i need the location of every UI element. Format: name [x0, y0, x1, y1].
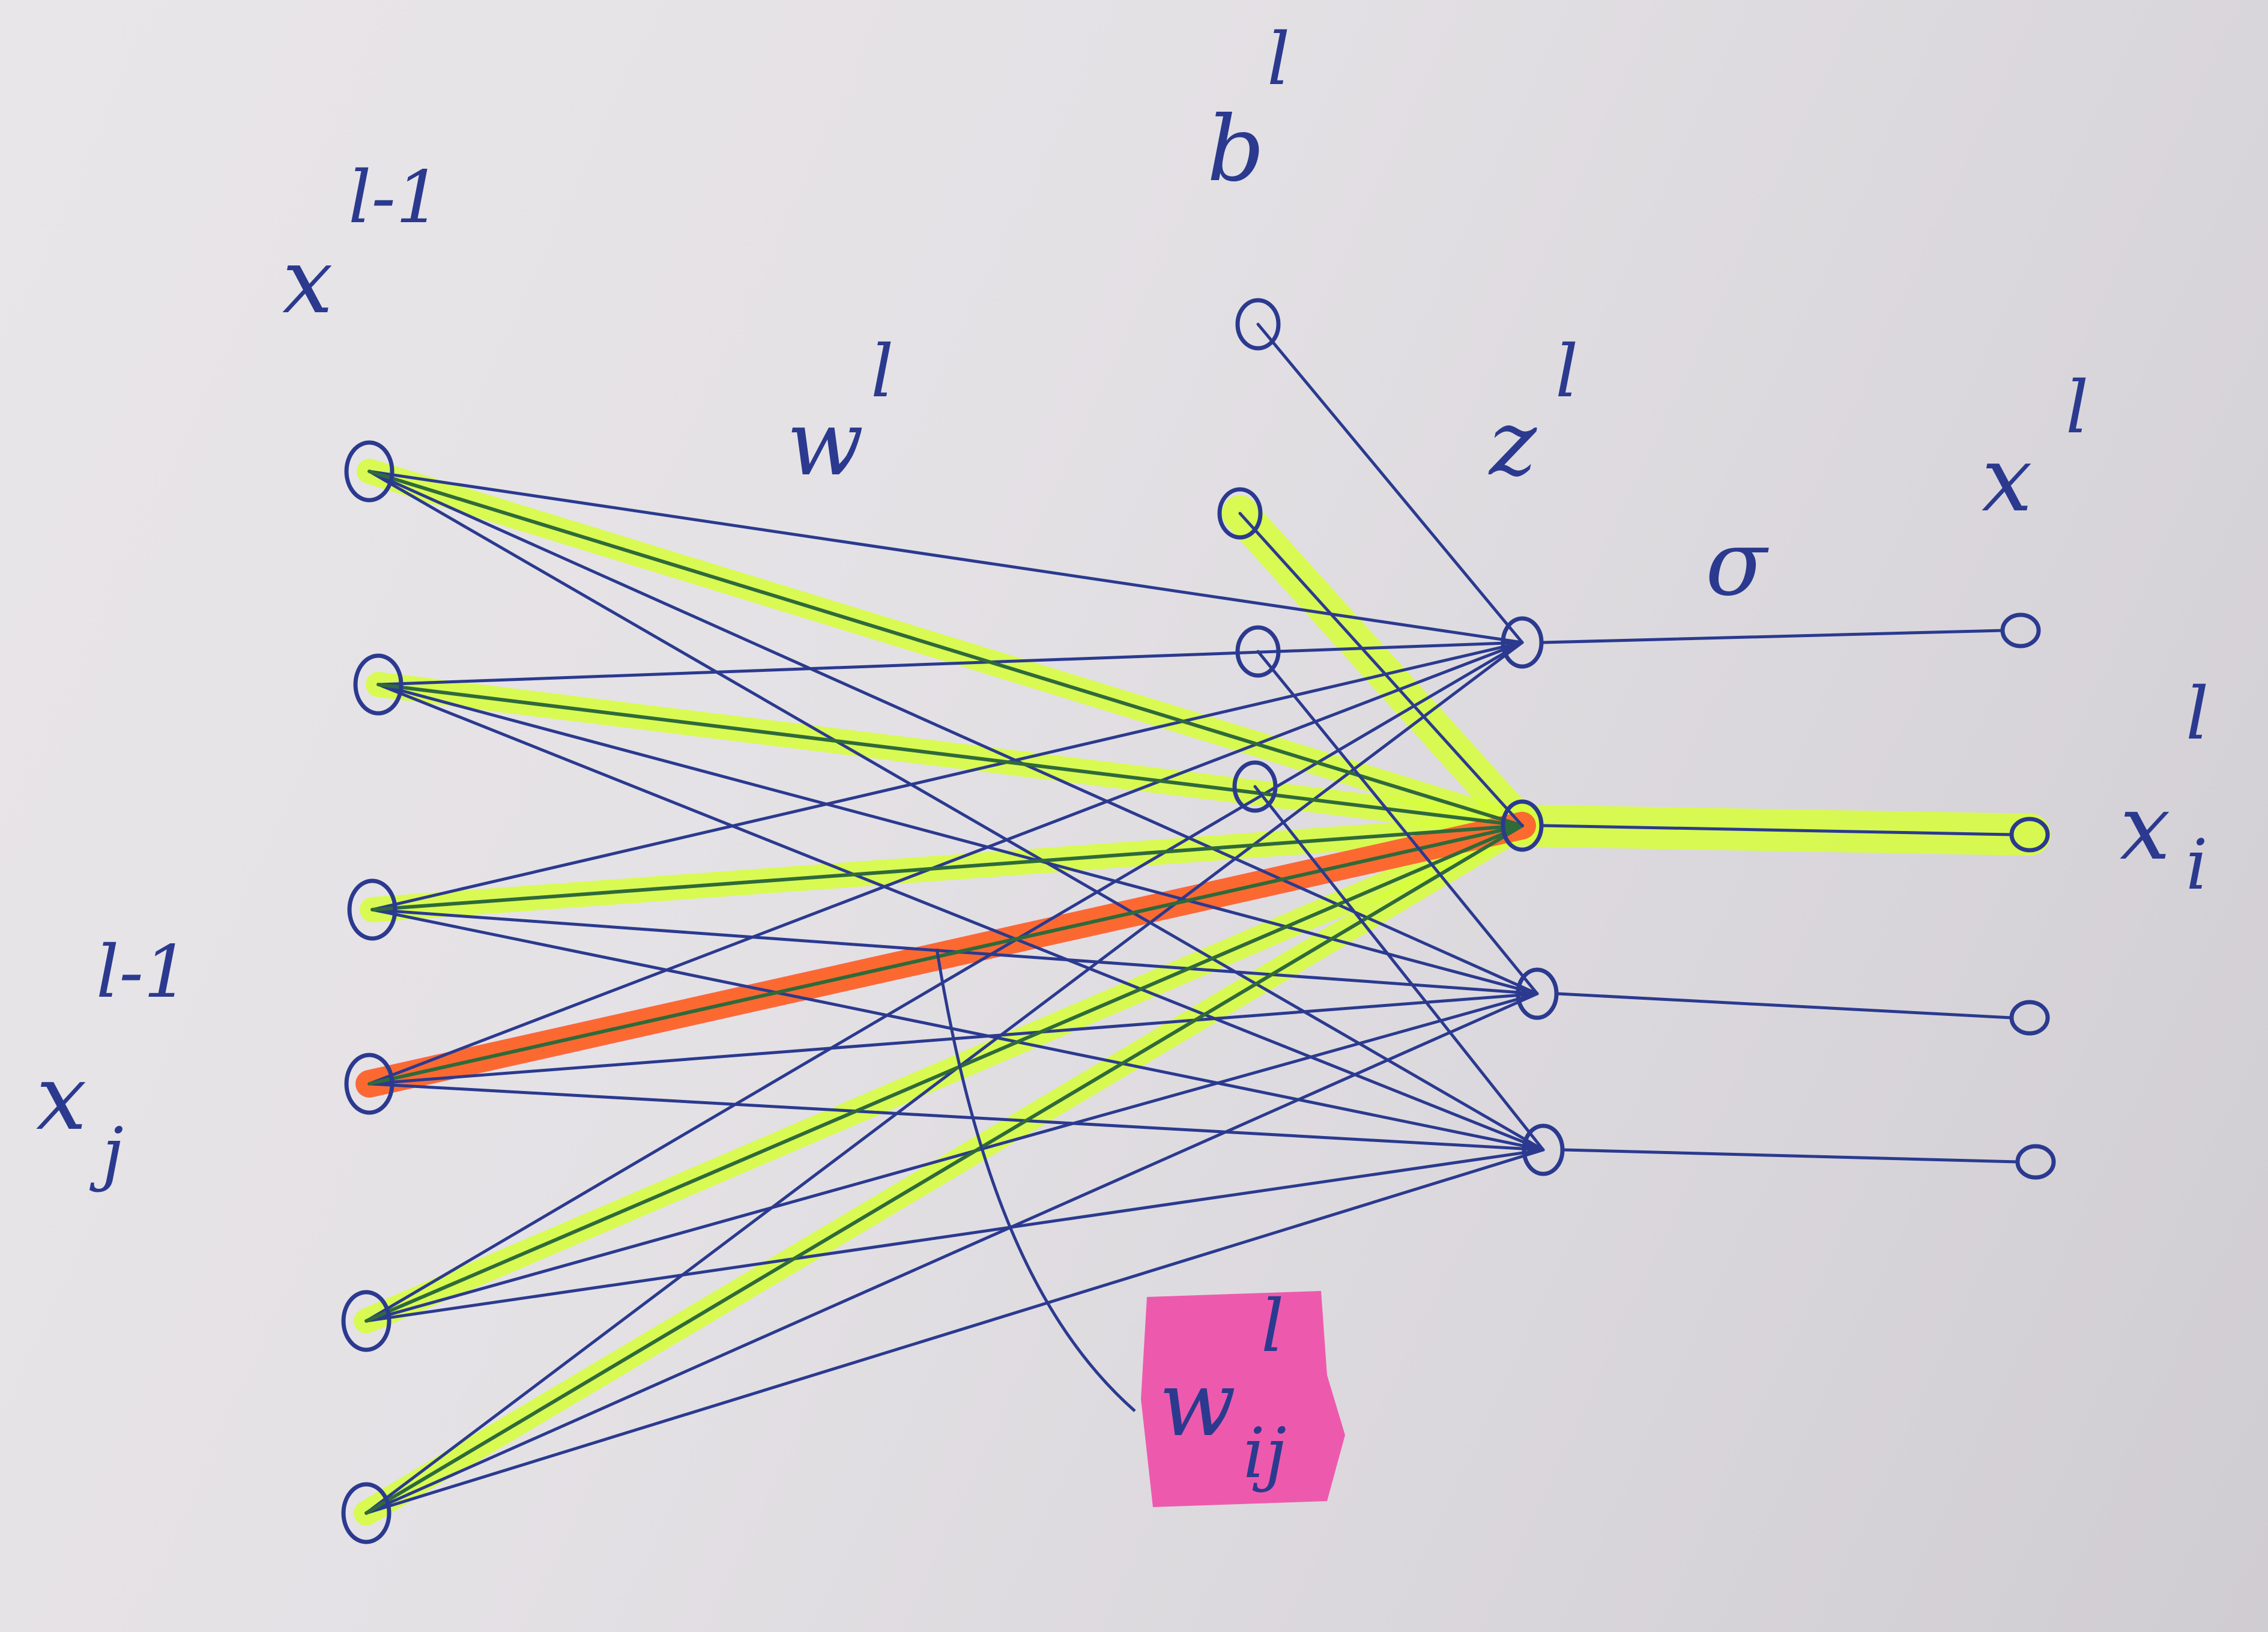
edge-b1-z1: [1256, 322, 1524, 644]
output-node-1: [2000, 612, 2041, 648]
edge-z4-out4: [1562, 1148, 2019, 1164]
label-w-ij: w: [1159, 1352, 1236, 1457]
label-x-j-sup: l-1: [96, 931, 189, 1014]
edge-z3-out3: [1556, 992, 2013, 1020]
input-node-5: [341, 1290, 392, 1352]
label-x-prev: x: [282, 229, 333, 334]
label-x-i-sup: l: [2186, 672, 2209, 756]
input-node-3: [347, 878, 398, 941]
input-node-4: [344, 1053, 395, 1115]
edge-x4-z2: [367, 824, 1524, 1086]
edge-x5-z1: [364, 641, 1524, 1323]
label-w-ij-sup: l: [1261, 1285, 1284, 1368]
label-x-i: x: [2120, 776, 2171, 880]
edge-x5-z4: [364, 1148, 1545, 1323]
label-x-j-sub: j: [89, 1113, 124, 1194]
input-node-1: [344, 440, 395, 503]
bias-node-1: [1235, 298, 1281, 351]
label-x-j: x: [36, 1046, 87, 1150]
edge-x5-z2: [364, 824, 1524, 1323]
edge-z1-out1: [1541, 629, 2004, 644]
edge-x4-z4: [367, 1082, 1545, 1152]
sticky-note-w-ij: w l ij: [1141, 1285, 1345, 1507]
edge-b4-z4: [1253, 785, 1545, 1152]
label-x-out-sup: l: [2066, 366, 2088, 450]
edge-x2-z4: [376, 683, 1545, 1152]
edge-x6-z2: [364, 824, 1524, 1515]
edge-b2-z2: [1238, 512, 1524, 827]
edge-x1-z2: [367, 470, 1524, 827]
pointer-line-w-ij: [935, 948, 1136, 1412]
z-node-2: [1501, 799, 1544, 852]
output-node-2: [2009, 817, 2050, 853]
edge-x2-z3: [376, 683, 1539, 996]
label-x-i-sub: i: [2186, 825, 2208, 905]
edge-x2-z2: [376, 683, 1524, 827]
output-node-3: [2009, 1000, 2050, 1036]
edge-b3-z3: [1256, 650, 1539, 996]
z-node-1: [1501, 616, 1544, 669]
output-node-4: [2015, 1144, 2056, 1180]
label-x-out: x: [1982, 428, 2033, 532]
bias-node-3: [1235, 625, 1281, 678]
label-b-layer-sup: l: [1267, 18, 1290, 101]
label-b-layer: b: [1207, 97, 1265, 202]
input-node-6: [341, 1482, 392, 1544]
z-node-3: [1516, 967, 1559, 1020]
input-node-2: [353, 653, 404, 716]
edge-x4-z1: [367, 641, 1524, 1086]
edge-x6-z3: [364, 992, 1539, 1515]
bias-node-2: [1217, 487, 1263, 540]
edge-x1-z4: [367, 470, 1545, 1152]
label-w-layer-sup: l: [871, 330, 894, 414]
edge-x3-z1: [370, 641, 1524, 911]
edge-x6-z1: [364, 641, 1524, 1515]
z-node-4: [1522, 1123, 1565, 1176]
label-z-layer-sup: l: [1555, 330, 1578, 414]
edge-x3-z4: [370, 908, 1545, 1152]
edge-z2-out2: [1541, 824, 2013, 836]
edge-x6-z4: [364, 1148, 1545, 1515]
edge-x1-z3: [367, 470, 1539, 996]
nodes-layer: [341, 298, 2056, 1544]
edge-x1-z1: [367, 470, 1524, 644]
edge-x3-z2: [370, 824, 1524, 911]
label-w-ij-sub: ij: [1243, 1413, 1286, 1494]
label-sigma: σ: [1705, 512, 1769, 616]
label-x-prev-sup: l-1: [348, 156, 441, 240]
label-w-layer: w: [787, 391, 863, 496]
label-z-layer: z: [1488, 391, 1537, 496]
edge-x5-z3: [364, 992, 1539, 1323]
edges-layer: [354, 322, 2051, 1526]
bias-node-4: [1232, 760, 1278, 813]
edge-x2-z1: [376, 641, 1524, 686]
